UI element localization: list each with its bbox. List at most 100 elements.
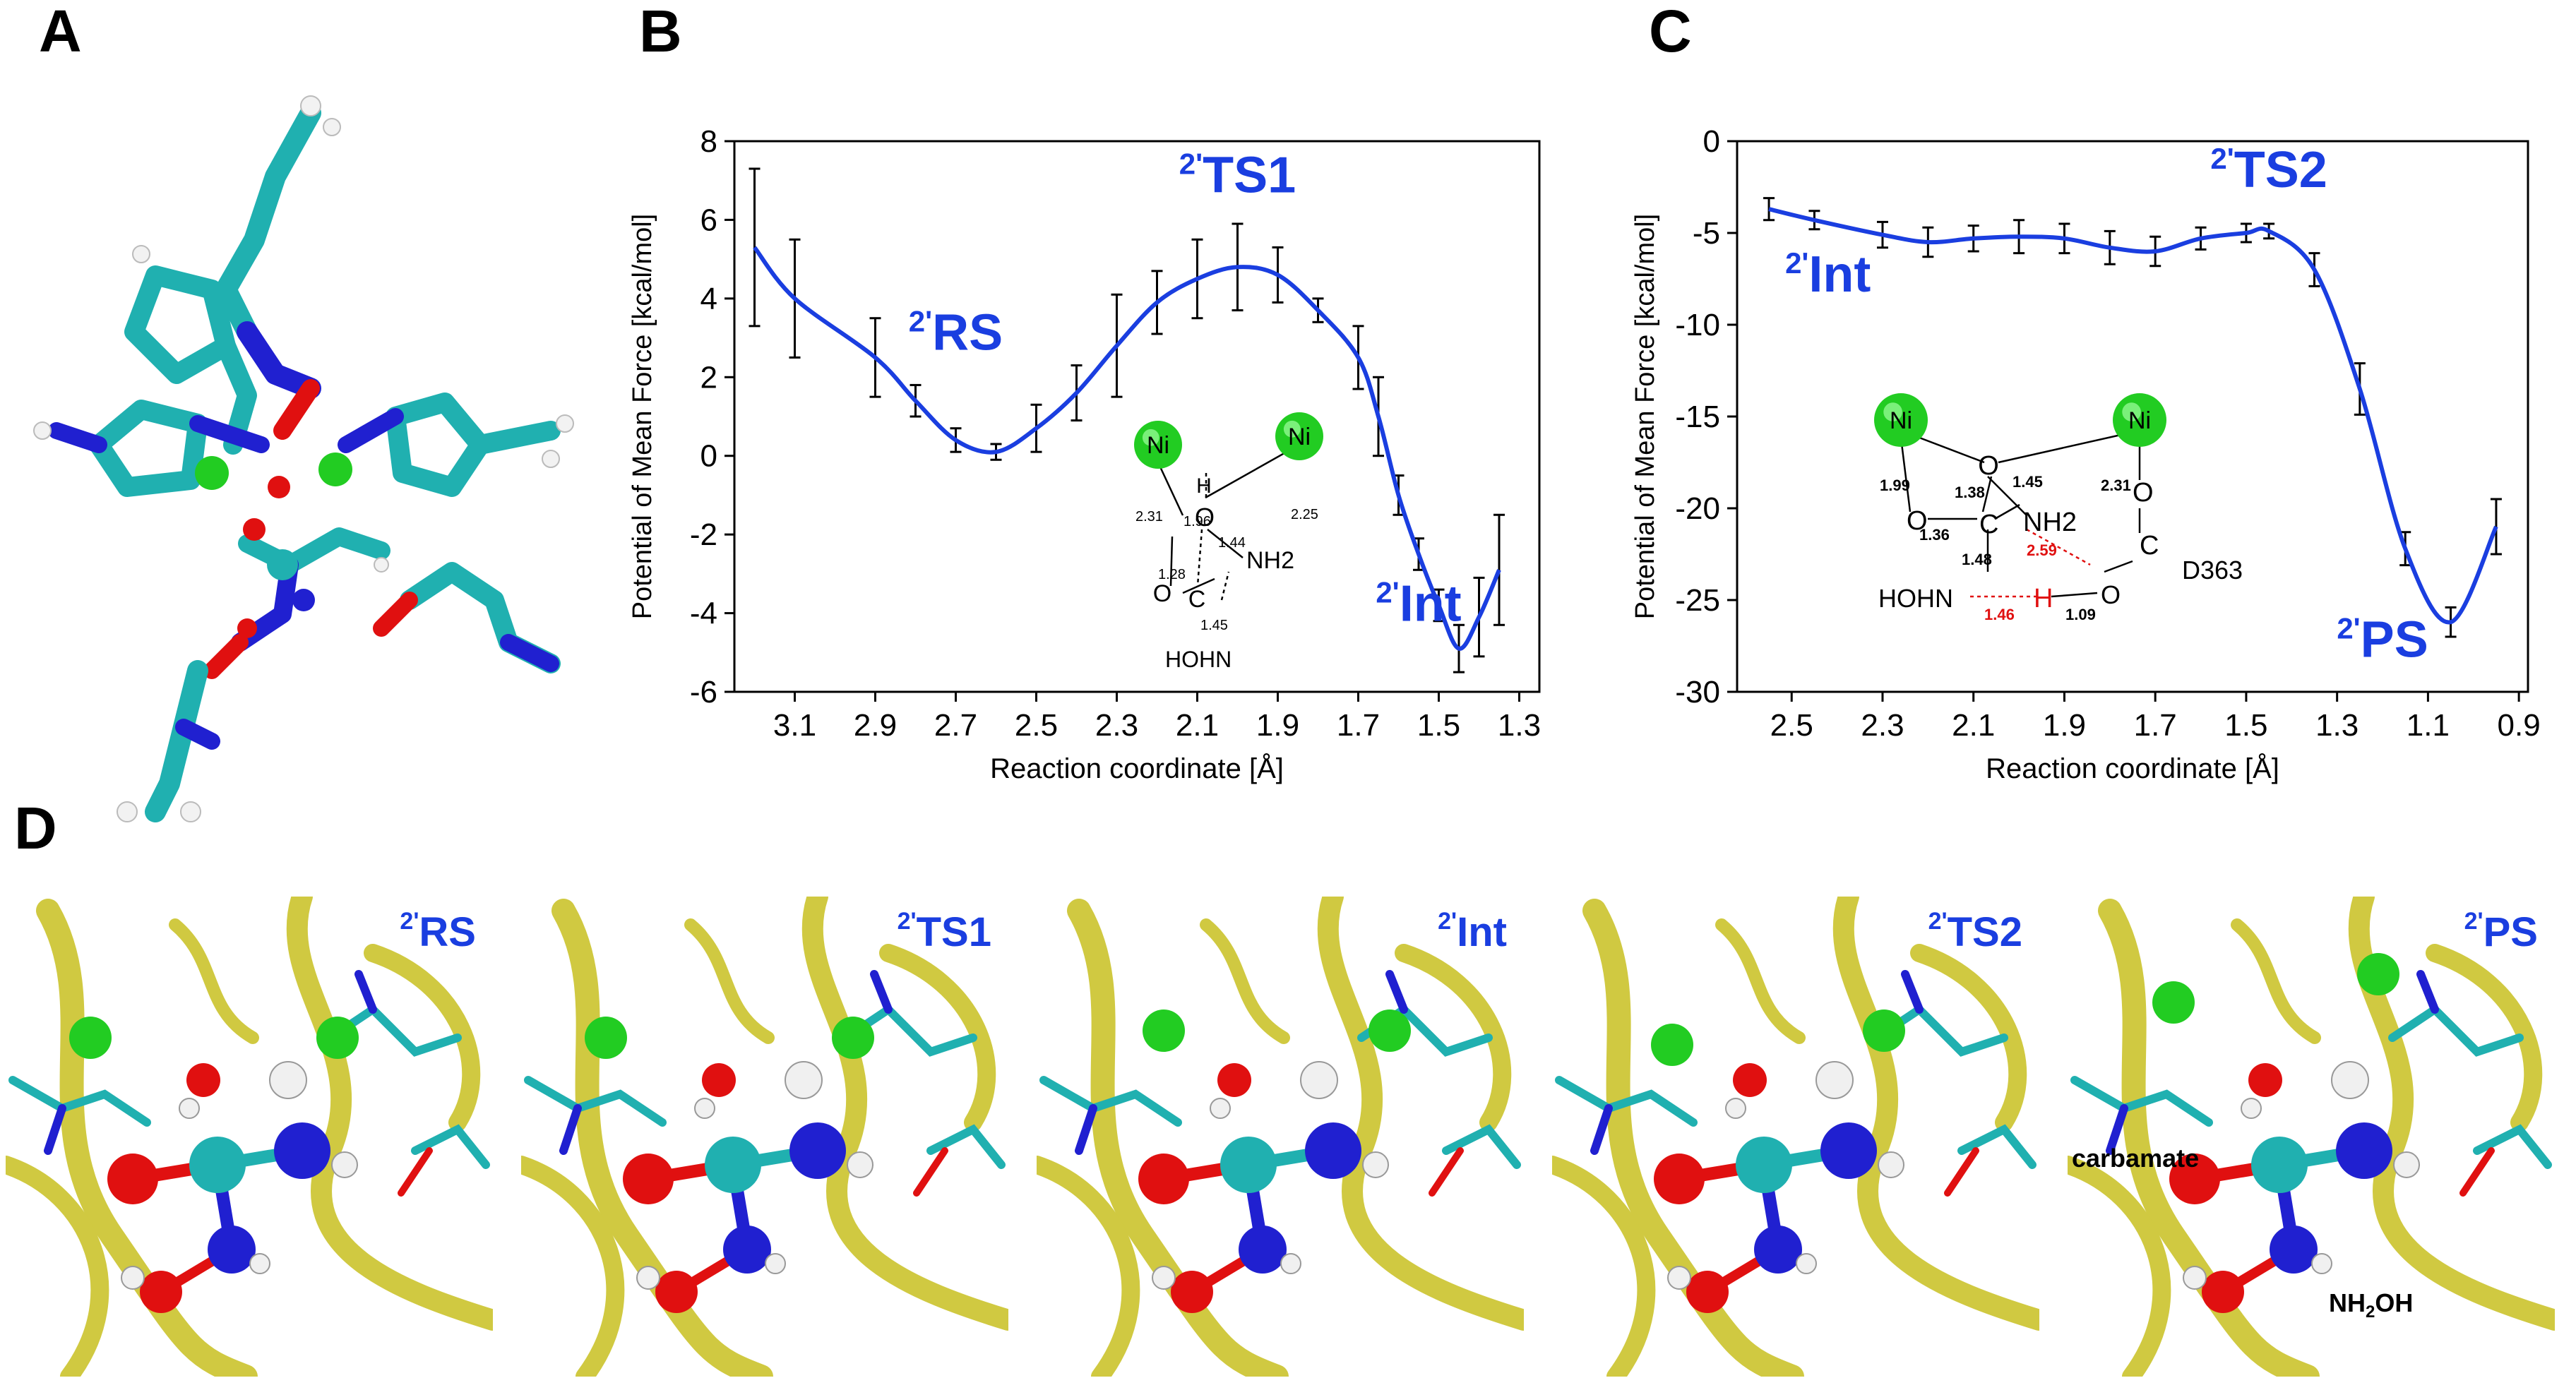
inset-text: 1.48 <box>1962 551 1992 568</box>
y-tick-label: -2 <box>690 517 717 552</box>
ni-atom-icon: Ni <box>1275 412 1323 460</box>
svg-text:Ni: Ni <box>1288 424 1311 450</box>
ni-atom-icon: Ni <box>1874 393 1928 447</box>
snapshot-state-label: 2'TS2 <box>1928 908 2022 955</box>
y-tick-label: 0 <box>1703 124 1720 159</box>
y-tick-label: 0 <box>700 439 717 474</box>
panel-letter-c: C <box>1649 0 1692 64</box>
x-tick-label: 2.7 <box>934 708 977 743</box>
x-tick-label: 3.1 <box>773 708 816 743</box>
carbamate-label: carbamate <box>2072 1144 2200 1173</box>
inset-text: 2.31 <box>2101 477 2131 494</box>
y-tick-label: 8 <box>700 124 717 159</box>
state-label: 2'RS <box>909 304 1003 361</box>
svg-text:Ni: Ni <box>1890 407 1912 434</box>
snapshot-panel-ts2: 2'TS2 <box>1552 897 2039 1377</box>
y-tick-label: 2 <box>700 360 717 395</box>
y-tick-label: -25 <box>1675 583 1720 618</box>
x-tick-label: 1.9 <box>1256 708 1299 743</box>
state-label: 2'PS <box>2337 612 2428 669</box>
inset-text: D363 <box>2182 556 2243 585</box>
x-tick-label: 1.5 <box>1417 708 1460 743</box>
inset-text: O <box>1907 506 1928 536</box>
x-axis-label: Reaction coordinate [Å] <box>1986 753 2279 784</box>
inset-text: NH2 <box>2023 508 2077 537</box>
x-tick-label: 2.1 <box>1952 708 1995 743</box>
x-tick-label: 2.9 <box>854 708 897 743</box>
plot-frame <box>733 140 1541 693</box>
x-axis-label: Reaction coordinate [Å] <box>990 753 1284 784</box>
snapshot-structure-image <box>2068 897 2555 1377</box>
inset-text: C <box>2140 531 2159 561</box>
snapshot-panel-ts1: 2'TS1 <box>521 897 1008 1377</box>
x-tick-label: 1.7 <box>1337 708 1380 743</box>
state-label: 2'TS1 <box>1179 147 1296 203</box>
x-tick-label: 2.5 <box>1015 708 1058 743</box>
inset-text: 1.45 <box>1200 618 1228 633</box>
y-tick-label: -6 <box>690 675 717 709</box>
ni-atom-icon: Ni <box>2113 393 2166 447</box>
y-axis-label: Potential of Mean Force [kcal/mol] <box>1630 214 1660 619</box>
inset-text: 2.25 <box>1291 507 1318 522</box>
snapshot-panel-rs: 2'RS <box>6 897 493 1377</box>
y-tick-label: -10 <box>1675 308 1720 342</box>
x-tick-label: 1.3 <box>2315 708 2359 743</box>
y-tick-label: 6 <box>700 203 717 237</box>
y-tick-label: -4 <box>690 597 717 631</box>
inset-text: 1.36 <box>1919 526 1950 544</box>
inset-text: H <box>1196 474 1212 498</box>
snapshot-structure-image <box>6 897 493 1377</box>
pmf-chart-b: 3.1 2.9 2.7 2.5 2.3 2.1 1.9 1.7 1.5 1.3 8 6 4 2 0 -2 -4 -… <box>628 124 1541 784</box>
inset-text: C <box>1979 510 1998 539</box>
x-tick-label: 1.3 <box>1498 708 1541 743</box>
svg-text:Ni: Ni <box>1147 432 1169 459</box>
inset-text: HOHN <box>1165 647 1232 672</box>
snapshot-panel-int: 2'Int <box>1037 897 1524 1377</box>
inset-text: 1.46 <box>1984 606 2015 623</box>
x-tick-label: 1.9 <box>2043 708 2086 743</box>
inset-text: O <box>2133 478 2154 508</box>
inset-text: O <box>1195 503 1215 532</box>
x-tick-label: 1.5 <box>2224 708 2267 743</box>
inset-text: 2.31 <box>1135 509 1163 525</box>
y-tick-label: -15 <box>1675 400 1720 434</box>
x-tick-label: 0.9 <box>2498 708 2541 743</box>
inset-text: 1.44 <box>1218 535 1246 551</box>
panel-letter-a: A <box>39 0 82 64</box>
nh2oh-label: NH2OH <box>2329 1288 2414 1322</box>
snapshot-state-label: 2'PS <box>2464 908 2538 955</box>
inset-text: 1.99 <box>1880 477 1910 494</box>
inset-text: H <box>2034 584 2053 613</box>
snapshot-state-label: 2'TS1 <box>897 908 991 955</box>
snapshot-panel-ps: 2'PS carbamate NH2OH <box>2068 897 2555 1377</box>
x-tick-label: 2.3 <box>1861 708 1904 743</box>
x-tick-label: 1.1 <box>2407 708 2450 743</box>
x-tick-label: 1.7 <box>2134 708 2177 743</box>
y-tick-label: -30 <box>1675 675 1720 709</box>
inset-text: O <box>2101 580 2121 609</box>
inset-text: O <box>1153 580 1171 607</box>
y-axis-label: Potential of Mean Force [kcal/mol] <box>628 214 657 619</box>
inset-text: 2.59 <box>2027 541 2057 559</box>
inset-text: O <box>1978 451 1999 481</box>
x-tick-label: 2.5 <box>1770 708 1813 743</box>
inset-text: C <box>1188 586 1206 613</box>
x-tick-label: 2.1 <box>1176 708 1219 743</box>
inset-text: 1.96 <box>1183 514 1211 529</box>
svg-text:Ni: Ni <box>2128 407 2151 434</box>
ni-atom-icon: Ni <box>1134 421 1182 469</box>
inset-text: HOHN <box>1878 584 1953 613</box>
inset-text: 1.45 <box>2012 473 2043 491</box>
inset-text: 1.09 <box>2065 606 2096 623</box>
snapshot-structure-image <box>521 897 1008 1377</box>
pmf-chart-c: 2.5 2.3 2.1 1.9 1.7 1.5 1.3 1.1 0.9 0 -5 -10 -15 -20 -… <box>1630 124 2541 784</box>
ni-atom-icon <box>318 453 352 486</box>
snapshot-state-label: 2'RS <box>400 908 476 955</box>
state-label: 2'TS2 <box>2210 142 2327 198</box>
snapshot-structure-image <box>1552 897 2039 1377</box>
pmf-series-line <box>753 246 1501 651</box>
snapshot-state-label: 2'Int <box>1438 908 1507 955</box>
active-site-structure-image <box>33 95 574 822</box>
